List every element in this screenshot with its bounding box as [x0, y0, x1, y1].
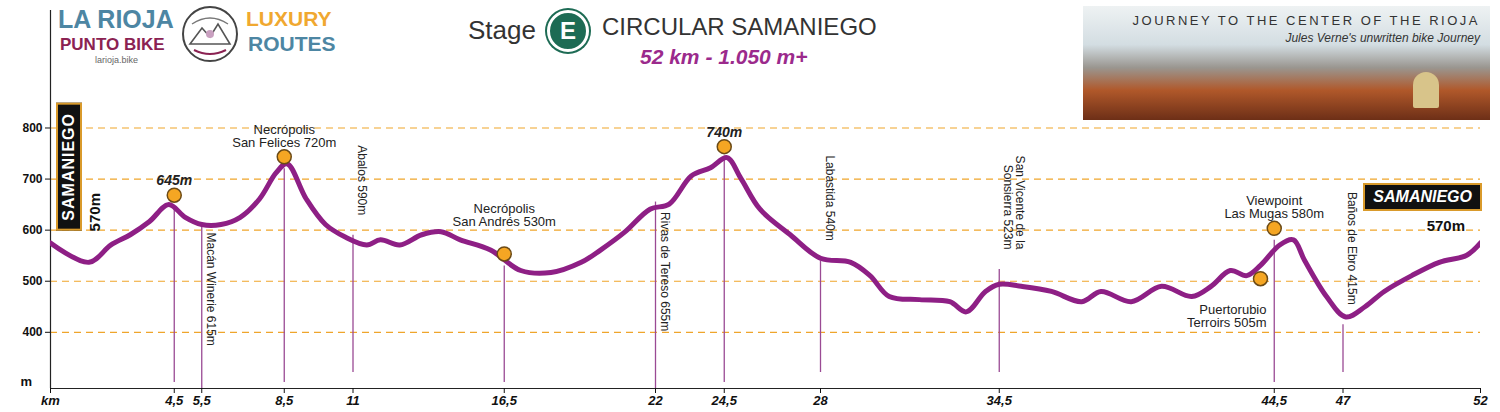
- svg-text:16,5: 16,5: [492, 393, 518, 408]
- html-text:SAMANIEGO: SAMANIEGO: [60, 113, 77, 221]
- html-text:570m: 570m: [1426, 217, 1465, 234]
- svg-text:8,5: 8,5: [275, 393, 294, 408]
- html-text:Jules Verne's unwritten bike J: Jules Verne's unwritten bike Journey: [1285, 31, 1480, 45]
- svg-text:645m: 645m: [156, 172, 192, 188]
- html-text:larioja.bike: larioja.bike: [95, 55, 138, 65]
- svg-text:28: 28: [812, 393, 828, 408]
- svg-text:24,5: 24,5: [711, 393, 738, 408]
- svg-text:Abalos 590m: Abalos 590m: [355, 145, 369, 215]
- svg-text:ViewpointLas Mugas 580m: ViewpointLas Mugas 580m: [1224, 193, 1324, 221]
- svg-text:52: 52: [1473, 393, 1488, 408]
- svg-text:m: m: [21, 374, 33, 389]
- html-text:52 km - 1.050 m+: 52 km - 1.050 m+: [640, 45, 808, 68]
- html-text:SAMANIEGO: SAMANIEGO: [1373, 188, 1472, 205]
- html-text:CIRCULAR SAMANIEGO: CIRCULAR SAMANIEGO: [602, 13, 877, 40]
- svg-text:5,5: 5,5: [193, 393, 212, 408]
- svg-text:Baños de Ebro 415m: Baños de Ebro 415m: [1345, 192, 1359, 305]
- svg-text:600: 600: [22, 223, 42, 237]
- svg-text:740m: 740m: [706, 124, 742, 140]
- svg-text:700: 700: [22, 172, 42, 186]
- html-text:PUNTO BIKE: PUNTO BIKE: [60, 35, 165, 54]
- svg-text:500: 500: [22, 274, 42, 288]
- svg-text:400: 400: [22, 325, 42, 339]
- svg-text:22: 22: [647, 393, 663, 408]
- svg-text:4,5: 4,5: [164, 393, 184, 408]
- html-text:LA RIOJA: LA RIOJA: [58, 5, 174, 33]
- svg-text:800: 800: [22, 121, 42, 135]
- html-text:ROUTES: ROUTES: [248, 32, 336, 55]
- html-text:E: E: [560, 17, 576, 44]
- html-text:Stage: Stage: [468, 15, 536, 45]
- svg-text:km: km: [41, 393, 60, 408]
- svg-text:NecrópolisSan Felices 720m: NecrópolisSan Felices 720m: [232, 122, 336, 150]
- svg-text:Macán Winerie 615m: Macán Winerie 615m: [204, 232, 218, 345]
- svg-text:PuertorubioTerroirs 505m: PuertorubioTerroirs 505m: [1187, 302, 1266, 330]
- svg-text:47: 47: [1335, 393, 1351, 408]
- html-text:JOURNEY TO THE CENTER OF THE R: JOURNEY TO THE CENTER OF THE RIOJA: [1132, 13, 1480, 28]
- svg-text:NecrópolisSan Andrés 530m: NecrópolisSan Andrés 530m: [453, 201, 556, 229]
- svg-text:Rivas de Tereso 655m: Rivas de Tereso 655m: [658, 212, 672, 331]
- svg-text:Labastida 540m: Labastida 540m: [823, 155, 837, 240]
- svg-text:44,5: 44,5: [1261, 393, 1288, 408]
- html-text:570m: 570m: [86, 192, 103, 231]
- svg-text:San Vicente de laSonsierra 523: San Vicente de laSonsierra 523m: [1001, 156, 1027, 250]
- svg-text:11: 11: [346, 393, 360, 408]
- html-text:LUXURY: LUXURY: [246, 7, 332, 30]
- svg-text:34,5: 34,5: [987, 393, 1013, 408]
